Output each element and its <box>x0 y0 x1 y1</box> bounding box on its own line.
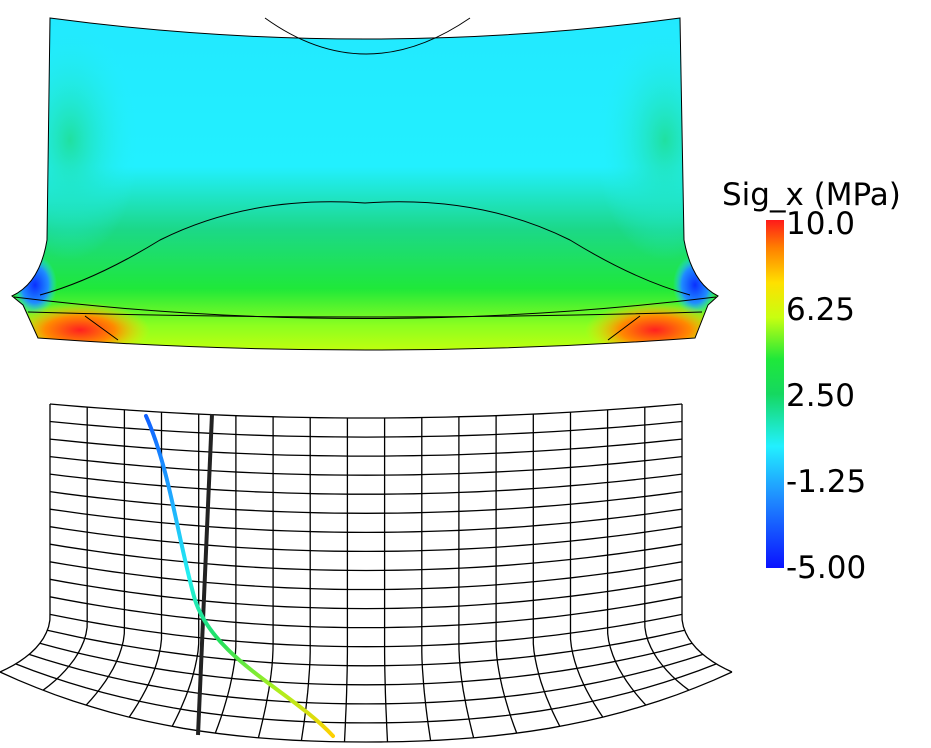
colorbar-ticks: 10.0 6.25 2.50 -1.25 -5.00 <box>786 206 866 586</box>
isoline-lower <box>13 296 717 319</box>
reference-vertical-line <box>196 413 214 736</box>
mesh-column-line <box>257 416 274 738</box>
colorbar-title: Sig_x (MPa) <box>722 177 901 213</box>
mesh-column-line <box>644 407 690 691</box>
mesh-row-line <box>49 490 683 514</box>
colorbar-tick-label: 2.50 <box>786 378 855 414</box>
mesh-row-line <box>49 473 683 495</box>
mesh-row-line <box>49 455 683 476</box>
deformed-mesh-panel <box>0 403 733 743</box>
contour-compression-region <box>65 18 665 168</box>
colorbar-tick-label: -5.00 <box>786 550 866 586</box>
mesh-column-line <box>214 415 237 734</box>
mesh-column-line <box>495 415 518 734</box>
mesh-row-line <box>49 613 683 648</box>
isoline-left-corner <box>84 315 119 341</box>
mesh-column-line <box>458 416 475 738</box>
mesh-column-line <box>300 417 311 741</box>
colorbar-tick-label: 6.25 <box>786 292 855 328</box>
mesh-row-line <box>49 543 683 572</box>
mesh-column-line <box>0 404 51 673</box>
mesh-column-line <box>606 409 647 706</box>
mesh-row-line <box>39 642 693 686</box>
mesh-row-line <box>49 561 683 591</box>
mesh-column-line <box>42 407 88 691</box>
isoline-bottom <box>27 311 703 318</box>
mesh-row-line <box>49 438 683 457</box>
mesh-row-line <box>15 663 717 724</box>
mesh-column-line <box>171 414 200 727</box>
mesh-row-line <box>0 671 733 743</box>
colorbar-gradient <box>766 220 784 568</box>
mesh-column-line <box>532 414 561 727</box>
stress-path-line <box>144 414 335 738</box>
mesh-column-line <box>569 412 604 718</box>
mesh-row-line <box>49 526 683 553</box>
contour-right-corner-high <box>585 302 718 350</box>
mesh-column-line <box>421 417 432 741</box>
isoline-compression <box>264 17 471 55</box>
mesh-row-line <box>47 629 685 667</box>
isoline-right-corner <box>607 315 641 341</box>
contour-left-corner-high <box>12 302 150 350</box>
mesh-row-line <box>28 653 704 705</box>
mesh-row-line <box>49 596 683 629</box>
mesh-column-line <box>383 418 389 742</box>
mesh-column-line <box>681 404 733 673</box>
colorbar-tick-label: 10.0 <box>786 206 855 242</box>
colorbar: Sig_x (MPa) 10.0 6.25 2.50 -1.25 -5.00 <box>722 177 901 586</box>
mesh-column-line <box>128 412 163 718</box>
mesh-row-line <box>49 403 683 419</box>
isoline-mid <box>39 201 691 296</box>
colorbar-tick-label: -1.25 <box>786 464 866 500</box>
mesh-row-line <box>49 578 683 610</box>
mesh-column-line <box>85 409 126 706</box>
mesh-column-line <box>343 418 349 742</box>
stress-contour-panel <box>11 17 719 351</box>
mesh-row-line <box>49 420 683 438</box>
mesh-row-line <box>49 508 683 534</box>
